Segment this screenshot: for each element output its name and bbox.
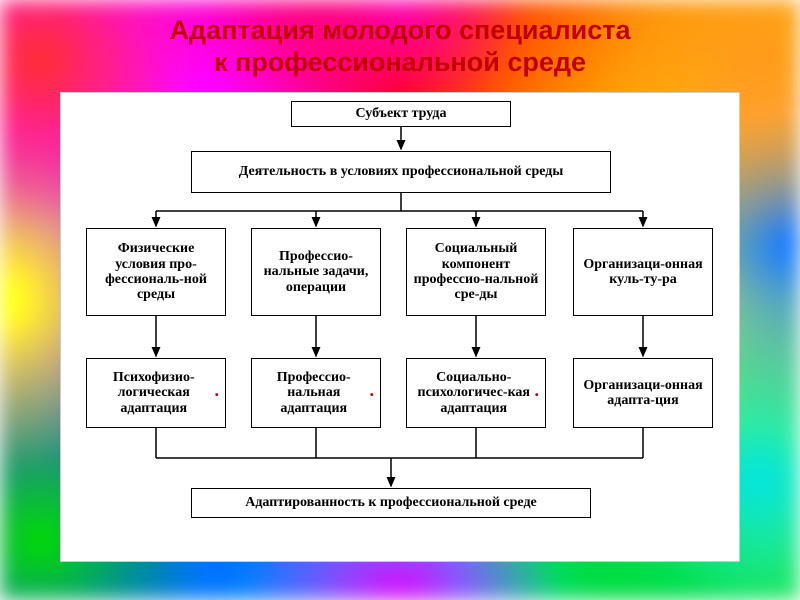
node-organizational-adaptation: Организаци-онная адапта-ция <box>573 358 713 428</box>
node-social-component: Социальный компонент профессио-нальной с… <box>406 228 546 316</box>
node-organizational-culture: Организаци-онная куль-ту-ра <box>573 228 713 316</box>
title-line-2: к профессиональной среде <box>214 47 586 77</box>
node-subject-of-labor: Субъект труда <box>291 101 511 127</box>
node-physical-conditions: Физические условия про-фессиональ-ной ср… <box>86 228 226 316</box>
node-text: Психофизио-логическая адаптация <box>93 370 215 416</box>
node-professional-tasks: Профессио-нальные задачи, операции <box>251 228 381 316</box>
node-adaptedness: Адаптированность к профессиональной сред… <box>191 488 591 518</box>
slide-title: Адаптация молодого специалиста к професс… <box>0 0 800 85</box>
flowchart-diagram: Субъект труда Деятельность в условиях пр… <box>60 92 740 562</box>
node-psychophysiological-adaptation: Психофизио-логическая адаптация. <box>86 358 226 428</box>
node-activity-conditions: Деятельность в условиях профессиональной… <box>191 151 611 193</box>
node-text: Социально-психологичес-кая адаптация <box>413 370 535 416</box>
node-text: Профессио-нальная адаптация <box>258 370 370 416</box>
node-professional-adaptation: Профессио-нальная адаптация. <box>251 358 381 428</box>
node-social-psychological-adaptation: Социально-психологичес-кая адаптация. <box>406 358 546 428</box>
title-line-1: Адаптация молодого специалиста <box>169 15 630 45</box>
